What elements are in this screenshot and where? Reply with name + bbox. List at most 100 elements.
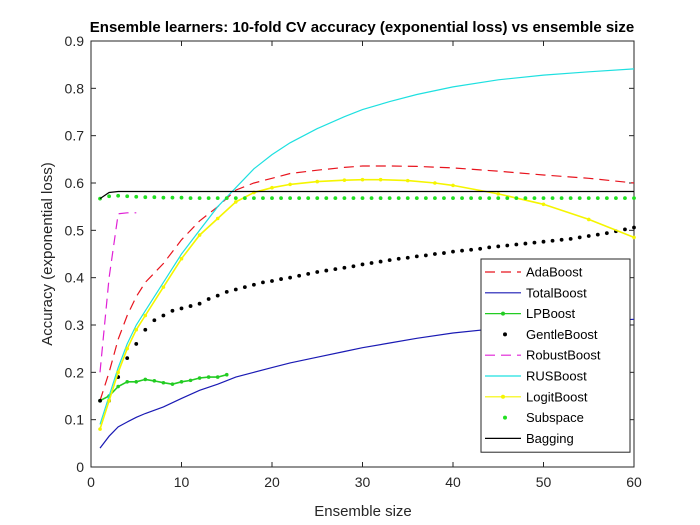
data-point [306, 196, 311, 201]
legend-label: RUSBoost [526, 369, 587, 384]
legend-item-subspace: Subspace [503, 410, 584, 425]
data-point [532, 240, 537, 245]
data-point [233, 196, 238, 201]
series-line [99, 165, 635, 401]
data-point [116, 384, 120, 389]
data-point [451, 183, 455, 188]
data-point [496, 196, 501, 201]
legend-label: LPBoost [526, 306, 576, 321]
series-line [99, 190, 634, 200]
data-point [405, 255, 410, 260]
y-tick-label: 0.8 [65, 80, 85, 96]
legend-marker [501, 394, 505, 399]
legend-label: AdaBoost [526, 265, 583, 280]
data-point [469, 247, 473, 252]
data-point [161, 285, 166, 289]
data-point [143, 377, 148, 382]
legend-label: RobustBoost [526, 348, 601, 363]
data-point [541, 202, 546, 207]
data-point [378, 259, 383, 264]
data-point [378, 196, 383, 201]
legend-swatch [503, 415, 507, 420]
chart-title: Ensemble learners: 10-fold CV accuracy (… [90, 19, 634, 36]
data-point [116, 370, 120, 375]
data-point [505, 243, 510, 248]
data-point [315, 270, 320, 274]
series-logitboost [98, 177, 636, 431]
data-point [261, 196, 265, 201]
y-axis-label: Accuracy (exponential loss) [39, 162, 56, 345]
data-point [595, 196, 600, 201]
data-point [224, 289, 229, 294]
data-point [170, 195, 175, 200]
series-layer [98, 68, 636, 449]
data-point [179, 195, 184, 200]
data-point [288, 275, 292, 280]
data-point [360, 262, 365, 267]
data-point [496, 192, 501, 196]
data-point [315, 179, 320, 184]
data-point [342, 178, 347, 182]
data-point [170, 382, 175, 386]
data-point [143, 195, 148, 200]
data-point [242, 196, 247, 201]
y-tick-label: 0 [76, 459, 84, 475]
data-point [496, 244, 501, 249]
y-tick-label: 0.6 [65, 175, 85, 191]
data-point [523, 241, 528, 246]
data-point [523, 196, 528, 201]
legend-item-totalboost: TotalBoost [485, 285, 587, 300]
data-point [487, 196, 492, 201]
x-tick-label: 30 [355, 474, 371, 490]
data-point [342, 196, 347, 201]
data-point [279, 277, 283, 281]
data-point [460, 248, 464, 253]
data-point [604, 231, 609, 236]
data-point [107, 398, 111, 403]
data-point [242, 285, 247, 290]
data-point [98, 398, 102, 403]
data-point [215, 196, 220, 201]
data-point [125, 380, 129, 384]
data-point [396, 256, 401, 261]
data-point [206, 375, 211, 379]
legend-item-adaboost: AdaBoost [485, 265, 583, 280]
data-point [442, 251, 446, 255]
data-point [270, 196, 274, 201]
data-point [577, 235, 582, 240]
legend-item-rusboost: RUSBoost [485, 369, 587, 384]
data-point [188, 378, 193, 383]
data-point [324, 196, 329, 201]
y-tick-label: 0.3 [65, 317, 85, 333]
data-point [369, 196, 374, 201]
data-point [98, 427, 102, 431]
data-point [369, 261, 374, 265]
data-point [378, 177, 383, 182]
data-point [233, 287, 238, 292]
series-adaboost [99, 165, 635, 401]
x-tick-label: 20 [264, 474, 280, 490]
x-tick-label: 50 [536, 474, 552, 490]
legend-marker [501, 311, 505, 316]
data-point [197, 233, 202, 237]
data-point [324, 268, 329, 273]
data-point [632, 225, 636, 230]
data-point [197, 301, 202, 306]
y-tick-label: 0.5 [65, 222, 85, 238]
series-totalboost [99, 318, 635, 449]
data-point [487, 245, 492, 250]
data-point [559, 196, 564, 201]
data-point [125, 346, 129, 351]
data-point [632, 235, 636, 240]
series-rusboost [99, 68, 635, 425]
data-point [595, 232, 600, 237]
series-subspace [98, 193, 636, 201]
legend: AdaBoost TotalBoost LPBoost GentleBoost Robu… [480, 258, 631, 453]
x-tick-label: 60 [626, 474, 642, 490]
axis-ticks: 0 10 20 30 40 50 60 0 0.1 0.2 0.3 0.4 0.5 0.6 0.7 0.8 0.… [65, 33, 642, 490]
data-point [134, 380, 139, 384]
data-point [586, 234, 591, 238]
data-point [188, 304, 193, 308]
data-point [423, 253, 428, 258]
